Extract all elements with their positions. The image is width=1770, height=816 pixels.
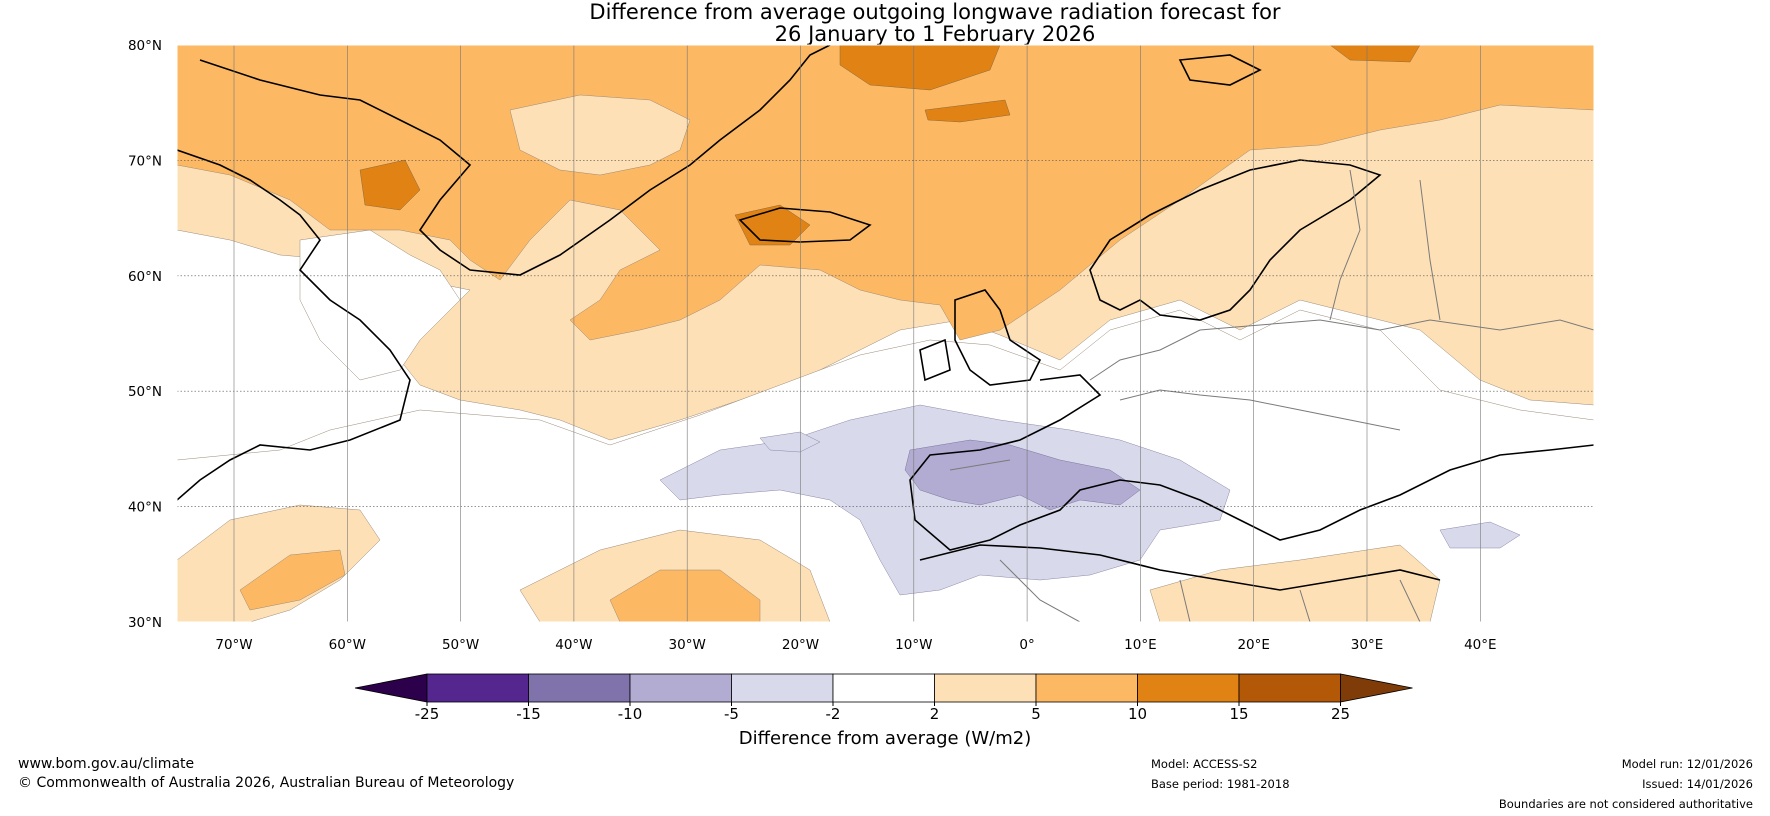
longitude-label: 70°W <box>215 637 252 653</box>
website-url: www.bom.gov.au/climate <box>18 756 194 772</box>
longitude-label: 50°W <box>442 637 479 653</box>
anomaly-region-purple-iberia <box>904 439 1141 511</box>
colorbar-tick-label: -5 <box>724 705 739 723</box>
latitude-label: 60°N <box>128 269 162 285</box>
longitude-label: 40°E <box>1464 637 1496 653</box>
colorbar-segment <box>934 673 1037 703</box>
colorbar-label: Difference from average (W/m2) <box>739 728 1031 749</box>
colorbar-tick-label: -25 <box>415 705 440 723</box>
longitude-label: 20°W <box>782 637 819 653</box>
colorbar-segment <box>832 673 935 703</box>
border-north-africa <box>999 559 1421 622</box>
colorbar: -25 -15 -10 -5 -2 2 5 10 15 25 <box>354 673 1413 723</box>
map-frame <box>176 44 1595 623</box>
colorbar-tick-label: -15 <box>516 705 541 723</box>
coastline-canada-arctic <box>177 149 411 501</box>
colorbar-tick-label: 25 <box>1331 705 1350 723</box>
anomaly-region-dark-orange-franz-josef <box>1329 45 1421 63</box>
longitude-label: 30°W <box>669 637 706 653</box>
latitude-label: 50°N <box>128 384 162 400</box>
colorbar-tick-label: 10 <box>1128 705 1147 723</box>
border-east-europe <box>1329 169 1441 321</box>
copyright-notice: © Commonwealth of Australia 2026, Austra… <box>18 775 514 791</box>
latitude-labels: 80°N 70°N 60°N 50°N 40°N 30°N <box>128 38 162 631</box>
colorbar-tick-label: 2 <box>930 705 940 723</box>
issued-date: Issued: 14/01/2026 <box>1642 777 1753 791</box>
colorbar-tick-label: -10 <box>618 705 643 723</box>
colorbar-segment <box>1238 673 1341 703</box>
anomaly-region-light-orange-north-africa <box>1149 544 1441 622</box>
coastline-europe <box>909 374 1594 551</box>
colorbar-over-arrow <box>1340 673 1413 703</box>
anomaly-region-dark-orange-svalbard <box>839 45 1001 91</box>
country-borders <box>949 169 1594 622</box>
colorbar-under-arrow <box>354 673 428 703</box>
colorbar-segment <box>1137 673 1240 703</box>
longitude-label: 10°E <box>1124 637 1156 653</box>
colorbar-tick-label: 5 <box>1031 705 1041 723</box>
colorbar-segment <box>629 673 732 703</box>
anomaly-region-dark-orange-iceland <box>734 204 811 246</box>
longitude-label: 40°W <box>555 637 592 653</box>
coastline-greenland <box>199 45 831 276</box>
coastline-british-isles <box>919 289 1042 386</box>
longitude-label: 0° <box>1019 637 1034 653</box>
colorbar-segment <box>731 673 834 703</box>
colorbar-segment <box>528 673 631 703</box>
border-europe <box>1089 319 1594 381</box>
boundaries-disclaimer: Boundaries are not considered authoritat… <box>1499 797 1753 811</box>
map-title-line2: 26 January to 1 February 2026 <box>774 22 1096 46</box>
anomaly-region-light-orange-iceland-basin <box>509 94 691 176</box>
colorbar-tick-label: -2 <box>826 705 841 723</box>
gridlines <box>177 45 1594 622</box>
anomaly-region-dark-orange-barents <box>924 99 1011 123</box>
coastline-iceland <box>738 207 872 243</box>
longitude-label: 60°W <box>329 637 366 653</box>
latitude-label: 70°N <box>128 153 162 169</box>
anomaly-region-orange-west-atlantic <box>239 549 346 611</box>
colorbar-segment <box>1035 673 1138 703</box>
colorbar-tick-label: 15 <box>1229 705 1248 723</box>
base-period: Base period: 1981-2018 <box>1151 777 1290 791</box>
model-name: Model: ACCESS-S2 <box>1151 757 1257 771</box>
latitude-label: 40°N <box>128 500 162 516</box>
colorbar-segment <box>426 673 529 703</box>
anomaly-region-orange-central-atlantic <box>609 569 761 622</box>
anomaly-region-neutral-labrador <box>299 229 461 381</box>
map-title-line1: Difference from average outgoing longwav… <box>589 0 1281 24</box>
coastline-svalbard <box>1178 54 1262 86</box>
longitude-label: 30°E <box>1351 637 1383 653</box>
longitude-labels: 70°W 60°W 50°W 40°W 30°W 20°W 10°W 0° 10°E 20°E 30… <box>215 637 1496 653</box>
model-run-date: Model run: 12/01/2026 <box>1622 757 1753 771</box>
anomaly-region-dark-orange-greenland <box>359 159 421 211</box>
longitude-label: 20°E <box>1237 637 1269 653</box>
longitude-label: 10°W <box>895 637 932 653</box>
latitude-label: 80°N <box>128 38 162 54</box>
border-central-europe <box>1119 389 1401 431</box>
anomaly-region-light-purple-azores <box>759 431 821 453</box>
coastline-scandinavia <box>1089 159 1382 321</box>
coastline-north-africa <box>919 544 1441 591</box>
coastlines <box>177 45 1594 591</box>
anomaly-region-light-purple-mediterranean <box>659 404 1231 596</box>
latitude-label: 30°N <box>128 615 162 631</box>
border-iberia <box>949 459 1011 471</box>
anomaly-fields <box>177 45 1594 622</box>
